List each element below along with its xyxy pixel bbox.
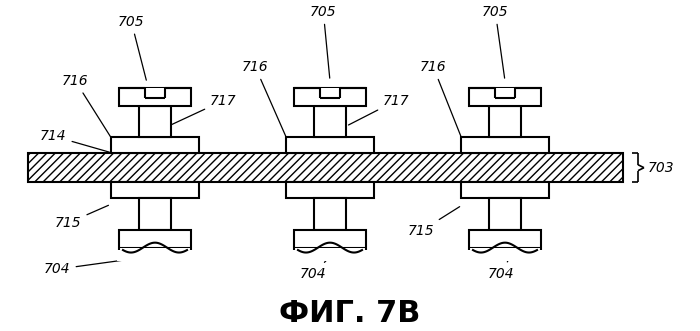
Text: 715: 715	[408, 207, 460, 238]
Text: 716: 716	[62, 74, 111, 137]
Text: 703: 703	[648, 161, 675, 175]
Text: 714: 714	[40, 129, 109, 152]
Bar	[117, 248, 193, 261]
Text: 704: 704	[488, 259, 514, 281]
Bar	[294, 230, 366, 248]
Bar	[111, 137, 199, 153]
Bar	[320, 88, 340, 98]
Bar	[286, 137, 374, 153]
Bar	[314, 198, 346, 230]
Text: 705: 705	[118, 15, 146, 80]
Text: 705: 705	[310, 5, 337, 78]
Bar	[139, 106, 171, 137]
Bar	[139, 198, 171, 230]
Bar	[294, 88, 366, 106]
Bar	[461, 182, 549, 198]
Bar	[111, 182, 199, 198]
Bar	[286, 182, 374, 198]
Text: 716: 716	[420, 60, 461, 136]
Bar	[314, 106, 346, 137]
Bar	[145, 88, 165, 98]
Text: ФИГ. 7В: ФИГ. 7В	[279, 299, 421, 328]
Bar	[28, 153, 623, 182]
Text: 705: 705	[482, 5, 509, 78]
Bar	[467, 248, 543, 261]
Bar	[461, 137, 549, 153]
Bar	[119, 230, 191, 248]
Text: 704: 704	[44, 257, 147, 276]
Bar	[489, 198, 521, 230]
Text: 716: 716	[242, 60, 286, 137]
Text: 715: 715	[55, 205, 108, 230]
Bar	[119, 88, 191, 106]
Text: 717: 717	[171, 94, 237, 125]
Bar	[469, 88, 541, 106]
Bar	[292, 248, 368, 261]
Bar	[469, 230, 541, 248]
Bar	[495, 88, 515, 98]
Text: 704: 704	[300, 259, 328, 281]
Text: 717: 717	[349, 94, 410, 125]
Bar	[489, 106, 521, 137]
